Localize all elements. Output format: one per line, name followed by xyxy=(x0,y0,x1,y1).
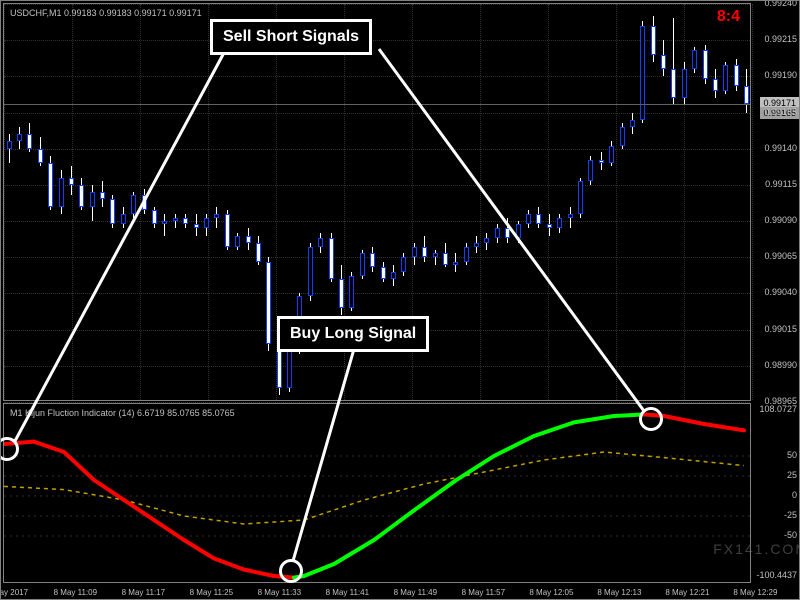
candle xyxy=(526,4,530,402)
candle xyxy=(682,4,686,402)
x-tick: 8 May 11:57 xyxy=(462,588,505,597)
y-tick: 0.99165 xyxy=(764,107,797,117)
candle xyxy=(651,4,655,402)
candle xyxy=(484,4,488,402)
candle xyxy=(266,4,270,402)
candle xyxy=(744,4,748,402)
candle xyxy=(17,4,21,402)
candle xyxy=(79,4,83,402)
x-tick: 8 May 11:33 xyxy=(258,588,301,597)
candle xyxy=(162,4,166,402)
candle xyxy=(723,4,727,402)
indicator-y-tick: 50 xyxy=(787,450,797,460)
price-axis: 0.99171 0.99165 0.989650.989900.990150.9… xyxy=(751,3,799,401)
candle xyxy=(183,4,187,402)
x-tick: 8 May 11:25 xyxy=(190,588,233,597)
candle xyxy=(453,4,457,402)
x-tick: 8 May 12:05 xyxy=(529,588,573,597)
candle xyxy=(547,4,551,402)
candle xyxy=(578,4,582,402)
candle xyxy=(495,4,499,402)
candle xyxy=(256,4,260,402)
sell-signals-callout: Sell Short Signals xyxy=(210,19,372,55)
y-tick: 0.99140 xyxy=(764,143,797,153)
y-tick: 0.99215 xyxy=(764,34,797,44)
candle xyxy=(734,4,738,402)
time-axis: 8 May 2017 8 May 11:09 8 May 11:17 8 May 11… xyxy=(3,583,751,599)
candle xyxy=(246,4,250,402)
candle xyxy=(59,4,63,402)
x-tick: 8 May 11:09 xyxy=(54,588,97,597)
candle xyxy=(38,4,42,402)
candle xyxy=(713,4,717,402)
indicator-y-tick: 25 xyxy=(787,470,797,480)
candle xyxy=(142,4,146,402)
x-tick: 8 May 2017 xyxy=(0,588,28,597)
candle xyxy=(599,4,603,402)
y-tick: 0.98990 xyxy=(764,360,797,370)
circle-mark-sell-2 xyxy=(639,407,663,431)
x-tick: 8 May 11:17 xyxy=(122,588,165,597)
candle xyxy=(90,4,94,402)
indicator-y-tick: -100.4437 xyxy=(756,570,797,580)
x-tick: 8 May 11:49 xyxy=(394,588,437,597)
y-tick: 0.99065 xyxy=(764,251,797,261)
candle xyxy=(516,4,520,402)
candle xyxy=(173,4,177,402)
candle xyxy=(121,4,125,402)
candle xyxy=(671,4,675,402)
candle xyxy=(505,4,509,402)
candle xyxy=(433,4,437,402)
watermark: FX141.COM xyxy=(713,541,800,557)
candle xyxy=(568,4,572,402)
y-tick: 0.99015 xyxy=(764,324,797,334)
y-tick: 0.99190 xyxy=(764,70,797,80)
indicator-header: M1 Kijun Fluction Indicator (14) 6.6719 … xyxy=(10,408,235,418)
candle xyxy=(225,4,229,402)
candle xyxy=(609,4,613,402)
timer-countdown: 8:4 xyxy=(717,8,740,26)
candle xyxy=(214,4,218,402)
candle xyxy=(69,4,73,402)
candle xyxy=(194,4,198,402)
x-tick: 8 May 11:41 xyxy=(326,588,369,597)
candle xyxy=(557,4,561,402)
chart-container: USDCHF,M1 0.99183 0.99183 0.99171 0.9917… xyxy=(0,0,800,600)
indicator-chart[interactable]: M1 Kijun Fluction Indicator (14) 6.6719 … xyxy=(3,403,751,583)
candle xyxy=(152,4,156,402)
candle xyxy=(131,4,135,402)
circle-mark-buy xyxy=(279,559,303,583)
y-tick: 0.99115 xyxy=(765,179,797,189)
candle xyxy=(27,4,31,402)
candle xyxy=(588,4,592,402)
candle xyxy=(536,4,540,402)
indicator-y-tick: 108.0727 xyxy=(759,404,797,414)
candle xyxy=(204,4,208,402)
candle xyxy=(110,4,114,402)
indicator-y-tick: 0 xyxy=(792,490,797,500)
candle xyxy=(48,4,52,402)
x-tick: 8 May 12:13 xyxy=(597,588,641,597)
candle xyxy=(464,4,468,402)
y-tick: 0.99240 xyxy=(764,0,797,8)
indicator-y-tick: -50 xyxy=(784,530,797,540)
candle xyxy=(630,4,634,402)
x-tick: 8 May 12:21 xyxy=(665,588,709,597)
candle xyxy=(620,4,624,402)
x-tick: 8 May 12:29 xyxy=(733,588,777,597)
candle xyxy=(640,4,644,402)
y-tick: 0.99040 xyxy=(764,287,797,297)
buy-signal-callout: Buy Long Signal xyxy=(277,316,429,352)
y-tick: 0.99090 xyxy=(764,215,797,225)
candle xyxy=(703,4,707,402)
symbol-header: USDCHF,M1 0.99183 0.99183 0.99171 0.9917… xyxy=(10,8,202,18)
indicator-y-tick: -25 xyxy=(784,510,797,520)
candle xyxy=(474,4,478,402)
candle xyxy=(692,4,696,402)
candle xyxy=(235,4,239,402)
candle xyxy=(661,4,665,402)
candle xyxy=(443,4,447,402)
candle xyxy=(7,4,11,402)
candle xyxy=(100,4,104,402)
